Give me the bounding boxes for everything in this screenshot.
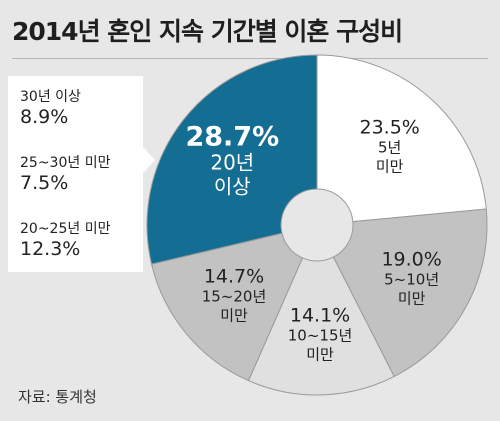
slice-value: 23.5% (360, 117, 420, 139)
slice-category: 미만 (376, 158, 404, 176)
slice-category: 이상 (214, 175, 251, 199)
pie-slice (247, 256, 395, 396)
breakdown-value: 12.3% (20, 238, 81, 260)
pie-slice (150, 232, 304, 382)
callout-box (8, 76, 155, 272)
breakdown-label: 25~30년 미만 (20, 155, 111, 171)
slice-category: 5~10년 (384, 271, 439, 289)
breakdown-value: 7.5% (20, 172, 69, 194)
slice-label: 23.5% 5년 미만 (360, 117, 420, 176)
title-divider (12, 58, 488, 59)
slice-label: 14.1% 10~15년 미만 (288, 304, 353, 363)
breakdown-callout: 30년 이상 8.9% 25~30년 미만 7.5% 20~25년 미만 12.… (8, 76, 155, 272)
slice-category: 미만 (306, 345, 334, 363)
slice-category: 15~20년 (202, 288, 267, 306)
pie-slice (316, 54, 487, 223)
pie-slice (146, 54, 318, 265)
breakdown-value: 8.9% (20, 106, 69, 128)
slice-category: 10~15년 (288, 326, 353, 344)
breakdown-label: 20~25년 미만 (20, 221, 111, 237)
breakdown-label: 30년 이상 (20, 89, 81, 105)
slice-category: 미만 (398, 290, 426, 308)
pie-slice (332, 208, 488, 378)
slice-value: 14.1% (290, 304, 350, 326)
breakdown-item-30-plus: 30년 이상 8.9% (20, 86, 81, 128)
slice-value: 28.7% (185, 122, 279, 153)
source-note: 자료: 통계청 (18, 388, 97, 406)
breakdown-item-20-25: 20~25년 미만 12.3% (20, 218, 110, 260)
slice-value: 19.0% (381, 249, 441, 271)
slice-value: 14.7% (204, 266, 264, 288)
slice-category: 20년 (210, 151, 254, 175)
slice-label: 14.7% 15~20년 미만 (202, 266, 267, 325)
chart-title: 2014년 혼인 지속 기간별 이혼 구성비 (12, 17, 403, 46)
slice-label: 28.7% 20년 이상 (185, 122, 279, 199)
slice-label: 19.0% 5~10년 미만 (381, 249, 441, 308)
slice-category: 5년 (378, 139, 401, 157)
breakdown-item-25-30: 25~30년 미만 7.5% (20, 152, 110, 194)
slice-category: 미만 (220, 307, 248, 325)
